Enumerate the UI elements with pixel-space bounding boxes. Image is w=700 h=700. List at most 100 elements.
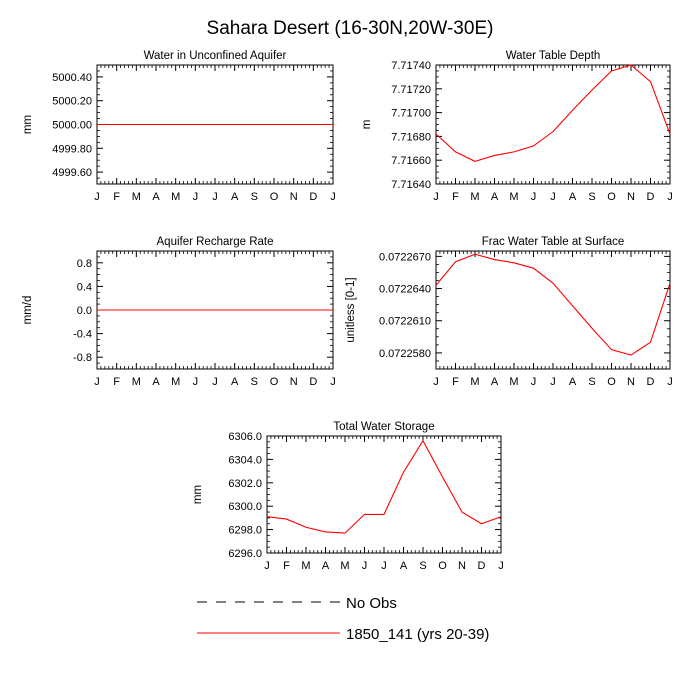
y-tick-label: 0.0722610 — [379, 316, 431, 328]
y-tick-label: -0.8 — [73, 352, 92, 364]
y-axis-label: mm — [22, 115, 34, 134]
chart-title: Frac Water Table at Surface — [482, 236, 625, 248]
plot-frame — [435, 64, 671, 185]
y-tick-label: 7.71640 — [391, 179, 431, 191]
x-tick-label: J — [531, 191, 537, 203]
x-tick-label: J — [550, 376, 556, 388]
legend-obs-label: No Obs — [346, 595, 397, 612]
y-tick-label: 5000.20 — [52, 96, 92, 108]
x-tick-label: N — [290, 191, 298, 203]
x-tick-label: M — [132, 376, 141, 388]
x-tick-label: D — [309, 376, 317, 388]
y-tick-label: 6306.0 — [228, 431, 262, 443]
legend: No Obs 1850_141 (yrs 20-39) — [197, 595, 489, 643]
x-tick-label: J — [433, 191, 439, 203]
x-tick-label: J — [550, 191, 556, 203]
x-tick-label: D — [647, 191, 655, 203]
chart-title: Aquifer Recharge Rate — [157, 236, 274, 248]
x-tick-label: M — [132, 191, 141, 203]
y-tick-label: 6302.0 — [228, 478, 262, 490]
x-tick-label: A — [400, 560, 408, 572]
x-tick-label: O — [607, 191, 616, 203]
x-tick-label: J — [193, 191, 199, 203]
y-tick-label: 6300.0 — [228, 501, 262, 513]
x-tick-label: J — [362, 560, 368, 572]
x-tick-label: D — [309, 191, 317, 203]
series-line — [435, 64, 671, 162]
x-tick-label: A — [231, 191, 239, 203]
y-axis-label: mm — [192, 485, 204, 504]
x-tick-label: A — [491, 191, 499, 203]
y-tick-label: 7.71740 — [391, 60, 431, 72]
x-tick-label: S — [251, 376, 258, 388]
y-tick-label: 7.71680 — [391, 131, 431, 143]
x-tick-label: S — [419, 560, 426, 572]
y-tick-label: 5000.00 — [52, 120, 92, 132]
y-tick-label: 6304.0 — [228, 454, 262, 466]
y-tick-label: 4999.60 — [52, 167, 92, 179]
x-tick-label: N — [290, 376, 298, 388]
x-tick-label: O — [438, 560, 447, 572]
x-tick-label: D — [647, 376, 655, 388]
x-tick-label: J — [498, 560, 504, 572]
y-tick-label: 7.71720 — [391, 84, 431, 96]
x-tick-label: J — [667, 376, 673, 388]
x-tick-label: J — [212, 191, 218, 203]
chart-title: Total Water Storage — [333, 421, 434, 433]
x-tick-label: M — [509, 376, 518, 388]
x-tick-label: J — [94, 376, 100, 388]
x-tick-label: N — [627, 376, 635, 388]
y-tick-label: 0.0722640 — [379, 284, 431, 296]
x-tick-label: F — [283, 560, 290, 572]
x-tick-label: S — [588, 376, 595, 388]
x-tick-label: J — [381, 560, 387, 572]
x-tick-label: A — [231, 376, 239, 388]
x-tick-label: M — [470, 376, 479, 388]
x-tick-label: M — [171, 376, 180, 388]
x-tick-label: M — [509, 191, 518, 203]
x-tick-label: J — [264, 560, 270, 572]
y-axis-label: mm/d — [22, 296, 34, 325]
x-tick-label: M — [340, 560, 349, 572]
y-tick-label: 6298.0 — [228, 525, 262, 537]
x-tick-label: D — [478, 560, 486, 572]
y-tick-label: 7.71700 — [391, 108, 431, 120]
plot-frame — [435, 250, 671, 370]
x-tick-label: J — [667, 191, 673, 203]
series-line — [435, 253, 671, 356]
legend-model-label: 1850_141 (yrs 20-39) — [346, 626, 489, 643]
figure-title: Sahara Desert (16-30N,20W-30E) — [207, 18, 494, 39]
x-tick-label: J — [330, 376, 336, 388]
x-tick-label: F — [452, 376, 459, 388]
x-tick-label: A — [491, 376, 499, 388]
y-tick-label: 0.0722580 — [379, 348, 431, 360]
series-line — [266, 439, 502, 534]
y-tick-label: 0.4 — [77, 281, 92, 293]
x-tick-label: M — [470, 191, 479, 203]
x-tick-label: A — [569, 191, 577, 203]
x-tick-label: A — [322, 560, 330, 572]
x-tick-label: F — [113, 191, 120, 203]
x-tick-label: A — [152, 191, 160, 203]
x-tick-label: O — [270, 376, 279, 388]
x-tick-label: J — [330, 191, 336, 203]
y-axis-label: m — [361, 120, 373, 130]
y-tick-label: 6296.0 — [228, 548, 262, 560]
x-tick-label: N — [458, 560, 466, 572]
y-tick-label: -0.4 — [73, 329, 92, 341]
x-tick-label: A — [569, 376, 577, 388]
chart-title: Water in Unconfined Aquifer — [144, 50, 287, 62]
y-tick-label: 0.8 — [77, 258, 92, 270]
y-tick-label: 7.71660 — [391, 155, 431, 167]
x-tick-label: J — [212, 376, 218, 388]
x-tick-label: J — [94, 191, 100, 203]
plot-frame — [266, 435, 502, 554]
y-tick-label: 0.0 — [77, 305, 92, 317]
x-tick-label: M — [301, 560, 310, 572]
